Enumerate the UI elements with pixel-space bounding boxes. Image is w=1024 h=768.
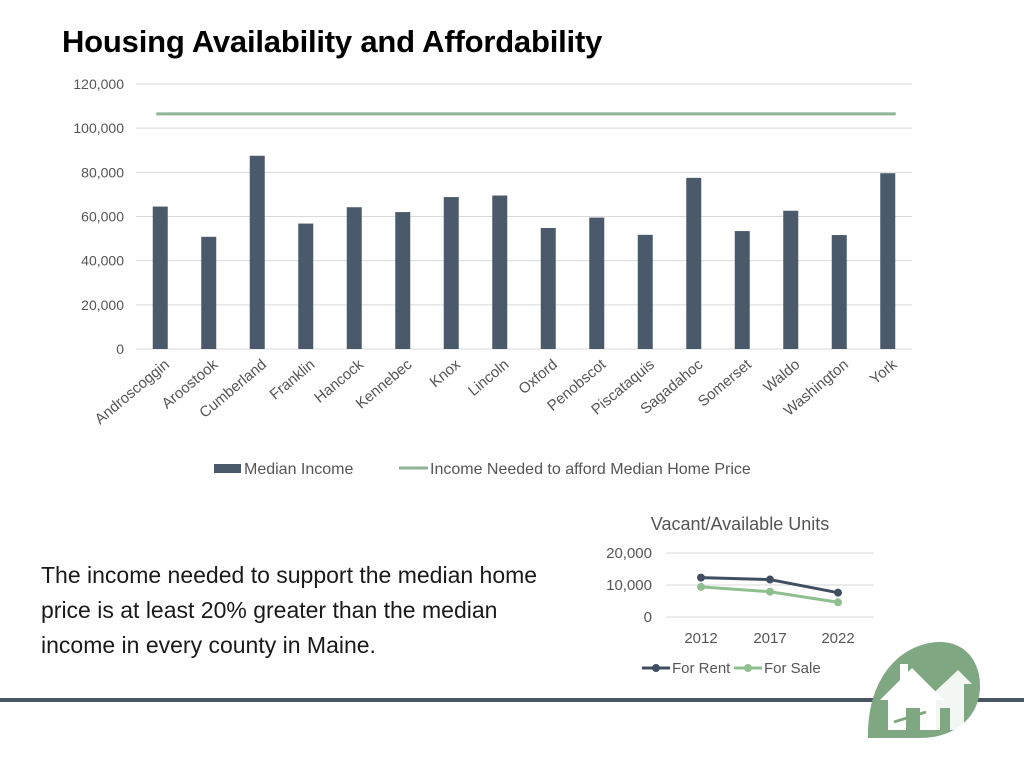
x-tick-label: Androscoggin [92,356,173,428]
bar-penobscot [589,217,605,349]
x-tick-label: 2022 [821,630,854,647]
bar-knox [443,197,459,349]
x-tick-label: Somerset [695,356,756,411]
x-tick-label: Lincoln [465,356,512,400]
y-tick-label: 10,000 [606,577,652,594]
small-chart-title: Vacant/Available Units [651,514,829,534]
data-point [766,587,774,596]
x-tick-label: Knox [427,356,465,391]
data-point [766,575,774,584]
bar-hancock [346,207,362,349]
bar-sagadahoc [686,177,702,349]
bar-lincoln [492,195,508,349]
y-tick-label: 40,000 [81,253,124,269]
bar-androscoggin [152,206,168,349]
y-tick-label: 20,000 [81,297,124,313]
bar-somerset [734,231,750,349]
legend-label: Income Needed to afford Median Home Pric… [430,461,751,478]
median-income-chart: 0 20,000 40,000 60,000 80,000 100,000 120,000 A… [73,76,912,478]
x-tick-label: Waldo [760,356,803,396]
bar-franklin [298,223,314,349]
y-tick-label: 100,000 [73,120,124,136]
legend-label: For Sale [764,660,821,677]
slide-title: Housing Availability and Affordability [62,24,603,59]
vacant-units-chart: Vacant/Available Units 0 10,000 20,000 2012 2… [606,514,874,677]
legend-swatch-median-income [214,464,241,473]
x-tick-label: Oxford [515,356,560,398]
slide-body-text: The income needed to support the median … [41,562,538,658]
legend-marker [652,664,660,672]
data-point [834,598,842,607]
legend-label: For Rent [672,660,731,677]
bar-cumberland [249,155,265,349]
bar-waldo [783,210,799,349]
y-tick-label: 20,000 [606,545,652,562]
y-tick-label: 0 [116,341,124,357]
bar-aroostook [201,236,217,349]
x-tick-label: York [867,356,901,388]
legend-label: Median Income [244,461,353,478]
bar-york [880,173,896,349]
data-point [697,582,705,591]
bar-kennebec [395,212,411,349]
legend-marker [744,664,752,672]
data-point [697,573,705,582]
bar-washington [831,235,847,349]
x-tick-label: Franklin [267,356,319,403]
x-tick-label: 2012 [684,630,717,647]
y-tick-label: 80,000 [81,164,124,180]
y-tick-label: 0 [644,609,652,626]
footer-divider [0,698,1024,702]
y-tick-label: 60,000 [81,209,124,225]
data-point [834,588,842,597]
bar-piscataquis [637,234,653,349]
x-tick-label: 2017 [753,630,786,647]
house-leaf-logo-icon [868,641,980,738]
y-tick-label: 120,000 [73,76,124,92]
bar-oxford [540,227,556,349]
